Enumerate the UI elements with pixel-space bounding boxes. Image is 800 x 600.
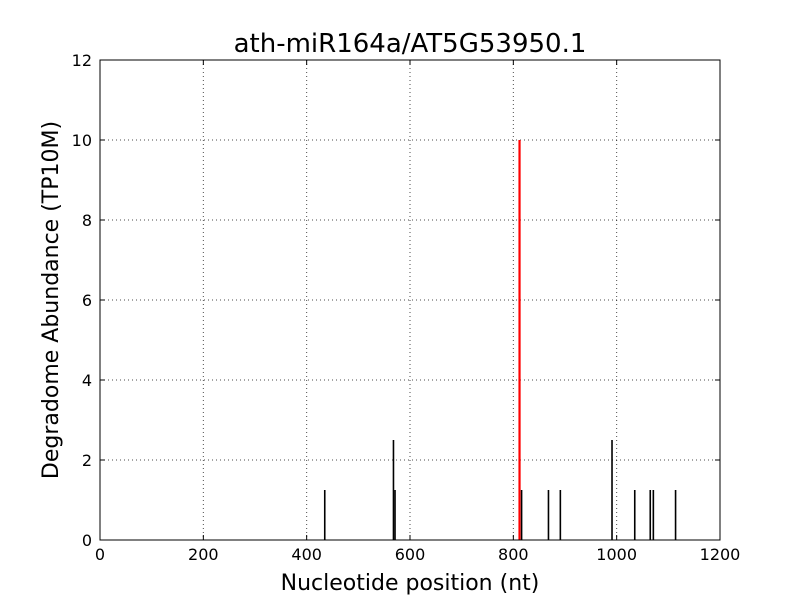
x-tick-label: 1200	[700, 545, 741, 564]
x-axis-label: Nucleotide position (nt)	[281, 571, 540, 596]
x-tick-label: 1000	[596, 545, 637, 564]
y-tick-label: 8	[82, 211, 92, 230]
axis-ticks	[99, 59, 721, 541]
grid-lines	[100, 60, 720, 540]
x-tick-label: 800	[498, 545, 529, 564]
y-tick-label: 0	[82, 531, 92, 550]
chart-title: ath-miR164a/AT5G53950.1	[234, 29, 587, 59]
y-tick-label: 10	[72, 131, 92, 150]
y-tick-label: 4	[82, 371, 92, 390]
x-tick-labels: 0 200 400 600 800 1000 1200	[95, 545, 740, 564]
y-tick-labels: 0 2 4 6 8 10 12	[72, 51, 92, 550]
x-tick-label: 200	[188, 545, 219, 564]
bars	[323, 140, 677, 540]
x-tick-label: 400	[291, 545, 322, 564]
y-tick-label: 6	[82, 291, 92, 310]
x-tick-label: 0	[95, 545, 105, 564]
y-tick-label: 12	[72, 51, 92, 70]
y-tick-label: 2	[82, 451, 92, 470]
y-axis-label: Degradome Abundance (TP10M)	[39, 121, 64, 479]
x-tick-label: 600	[395, 545, 426, 564]
